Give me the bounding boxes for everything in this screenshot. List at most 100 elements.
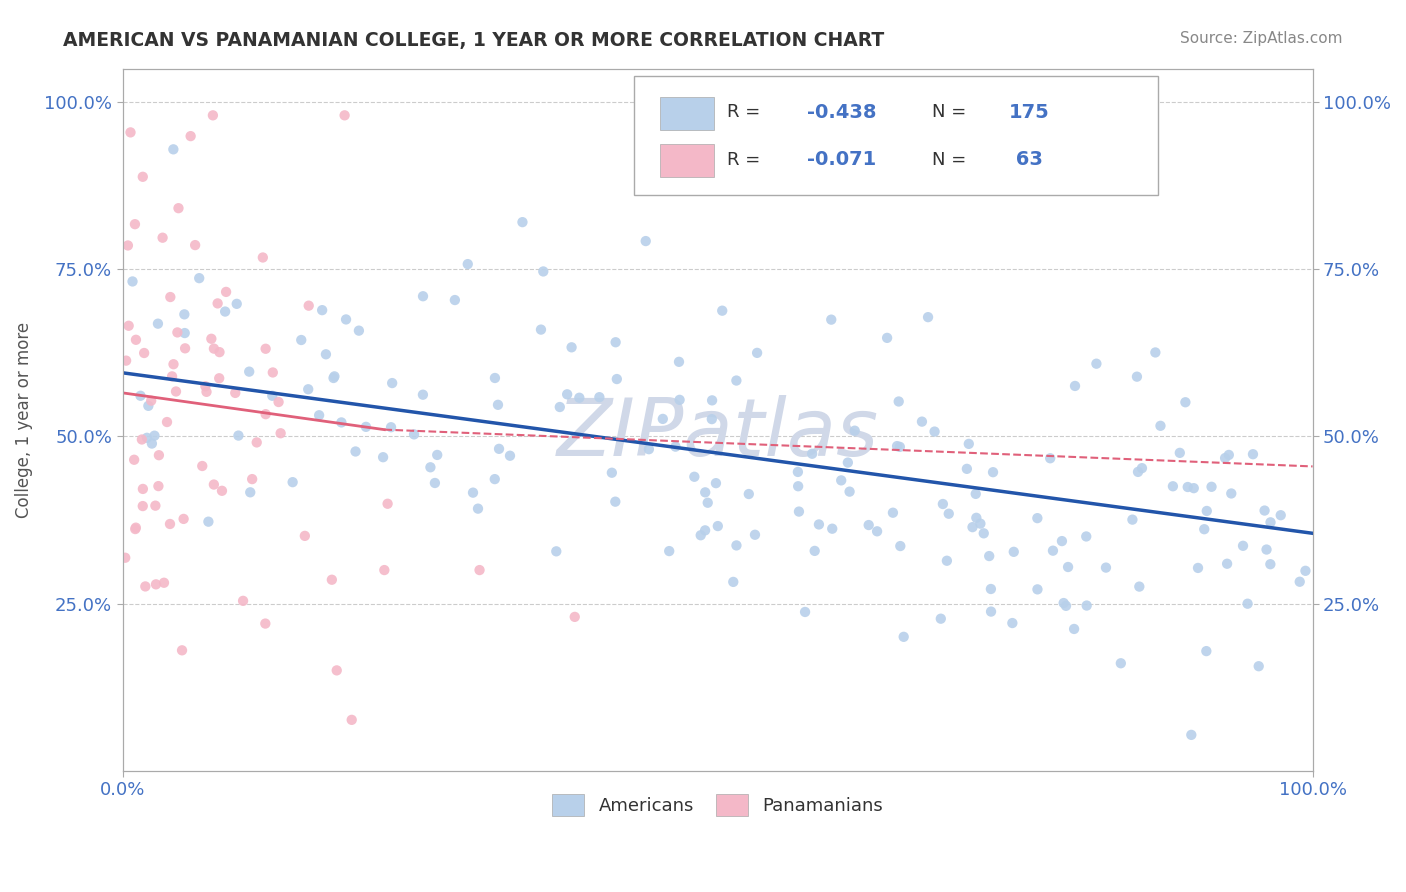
Point (402, 427, 425, 442)
Point (830, 474, 852, 488)
Point (605, 335, 627, 350)
Point (844, 424, 866, 438)
Point (689, 528, 711, 542)
Point (124, 522, 146, 536)
Point (239, 485, 262, 500)
Legend: Americans, Panamanians: Americans, Panamanians (543, 785, 893, 825)
Point (194, 379, 217, 393)
Point (1026, 582, 1049, 597)
Point (1174, 395, 1197, 409)
Point (254, 342, 277, 356)
Point (700, 412, 723, 426)
Point (322, 371, 344, 385)
Point (664, 440, 686, 454)
Point (377, 497, 399, 511)
Point (1182, 481, 1205, 495)
Point (707, 519, 730, 533)
Point (1144, 345, 1167, 359)
Point (1194, 522, 1216, 536)
Text: N =: N = (932, 151, 972, 169)
Point (1121, 513, 1143, 527)
Point (321, 573, 343, 587)
Point (141, 436, 163, 450)
Point (184, 238, 207, 252)
Point (1128, 580, 1150, 594)
Point (1253, 503, 1275, 517)
Point (344, 444, 367, 458)
Point (1050, 534, 1073, 549)
Point (167, 201, 190, 215)
Text: R =: R = (727, 151, 766, 169)
Point (745, 346, 768, 360)
Point (1095, 560, 1118, 574)
Point (606, 372, 628, 386)
Point (917, 310, 939, 325)
Point (787, 505, 810, 519)
Point (335, 312, 357, 326)
Point (136, 431, 159, 445)
Point (980, 582, 1002, 596)
Point (120, 125, 142, 139)
Point (228, 428, 250, 442)
Point (738, 487, 761, 501)
Point (973, 526, 995, 541)
Point (1195, 644, 1218, 658)
Point (412, 387, 434, 401)
Point (1270, 508, 1292, 523)
Point (548, 400, 571, 414)
Point (191, 458, 214, 473)
Point (270, 426, 292, 441)
Point (412, 289, 434, 303)
Point (1260, 516, 1282, 530)
Point (131, 433, 153, 447)
Point (979, 549, 1001, 563)
Point (121, 275, 143, 289)
Point (381, 376, 404, 390)
Point (114, 550, 136, 565)
Point (125, 521, 148, 535)
Point (1039, 451, 1062, 466)
Point (281, 475, 304, 490)
Point (202, 477, 225, 491)
Point (744, 528, 766, 542)
Point (141, 393, 163, 408)
Point (1002, 545, 1025, 559)
Point (889, 440, 911, 454)
Point (159, 516, 181, 531)
Point (426, 448, 449, 462)
Point (1085, 357, 1108, 371)
Point (373, 563, 395, 577)
Point (858, 518, 880, 533)
Point (1042, 543, 1064, 558)
Point (965, 487, 987, 501)
Point (711, 303, 734, 318)
Point (668, 355, 690, 369)
Point (118, 318, 141, 333)
Point (132, 499, 155, 513)
Point (166, 326, 188, 340)
Point (838, 484, 860, 499)
Point (340, 713, 363, 727)
Point (207, 296, 229, 310)
Point (564, 610, 586, 624)
Point (132, 169, 155, 184)
Point (1064, 379, 1087, 393)
Point (330, 416, 353, 430)
Point (1149, 418, 1171, 433)
Point (1168, 446, 1191, 460)
Point (1177, 480, 1199, 494)
Text: ZIPatlas: ZIPatlas (557, 394, 879, 473)
Point (651, 412, 673, 426)
Point (924, 425, 946, 439)
Point (1126, 369, 1149, 384)
Point (200, 332, 222, 346)
Point (132, 482, 155, 496)
Point (1220, 486, 1243, 500)
Point (202, 342, 225, 356)
Point (134, 579, 156, 593)
Point (225, 297, 247, 311)
Point (215, 285, 238, 299)
Point (444, 293, 467, 307)
Point (208, 345, 231, 359)
Point (347, 324, 370, 338)
